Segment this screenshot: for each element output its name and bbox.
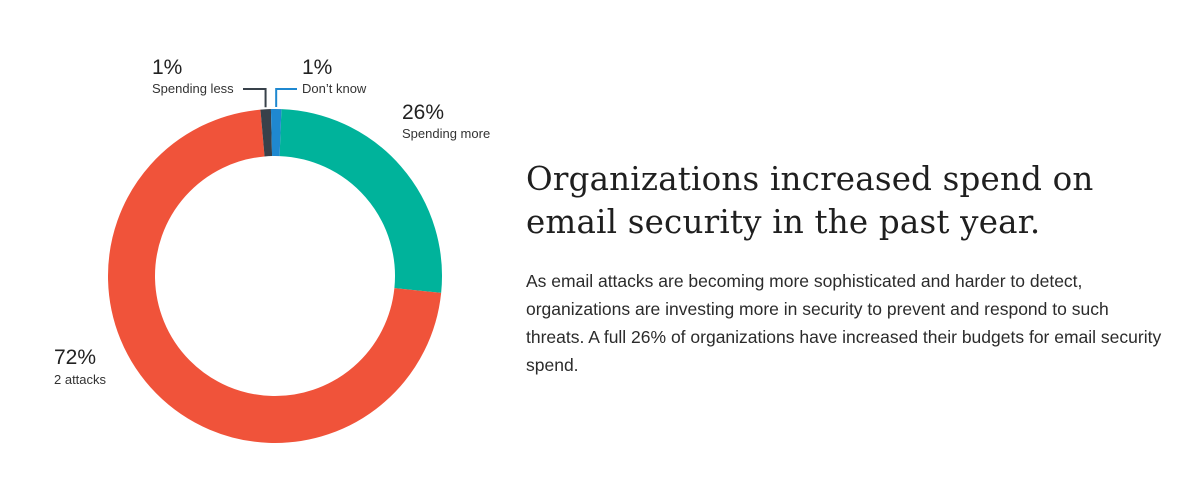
leader-line-spending-less	[243, 88, 267, 108]
donut-slice-2-attacks	[108, 109, 442, 443]
body-paragraph: As email attacks are becoming more sophi…	[526, 271, 1162, 375]
headline-line-1: Organizations increased spend on	[526, 160, 1094, 198]
slice-pct-spending-less: 1%	[152, 56, 182, 79]
chart-headline: Organizations increased spend on email s…	[526, 158, 1166, 244]
leader-line-don-t-know	[275, 88, 297, 108]
donut-slice-spending-less	[260, 109, 273, 157]
slice-caption-dont-know: Don’t know	[302, 81, 367, 96]
slice-pct-2-attacks: 72%	[54, 346, 96, 369]
slice-caption-spending-less: Spending less	[152, 81, 234, 96]
headline-line-2: email security in the past year.	[526, 203, 1041, 241]
leader-lines	[243, 88, 297, 108]
slice-caption-spending-more: Spending more	[402, 126, 490, 141]
donut-slice-spending-more	[279, 109, 442, 293]
slice-pct-dont-know: 1%	[302, 56, 332, 79]
donut-chart: 26% Spending more 72% 2 attacks 1% Spend…	[54, 56, 490, 443]
slice-pct-spending-more: 26%	[402, 101, 444, 124]
slice-caption-2-attacks: 2 attacks	[54, 372, 107, 387]
donut-slices	[108, 109, 442, 443]
